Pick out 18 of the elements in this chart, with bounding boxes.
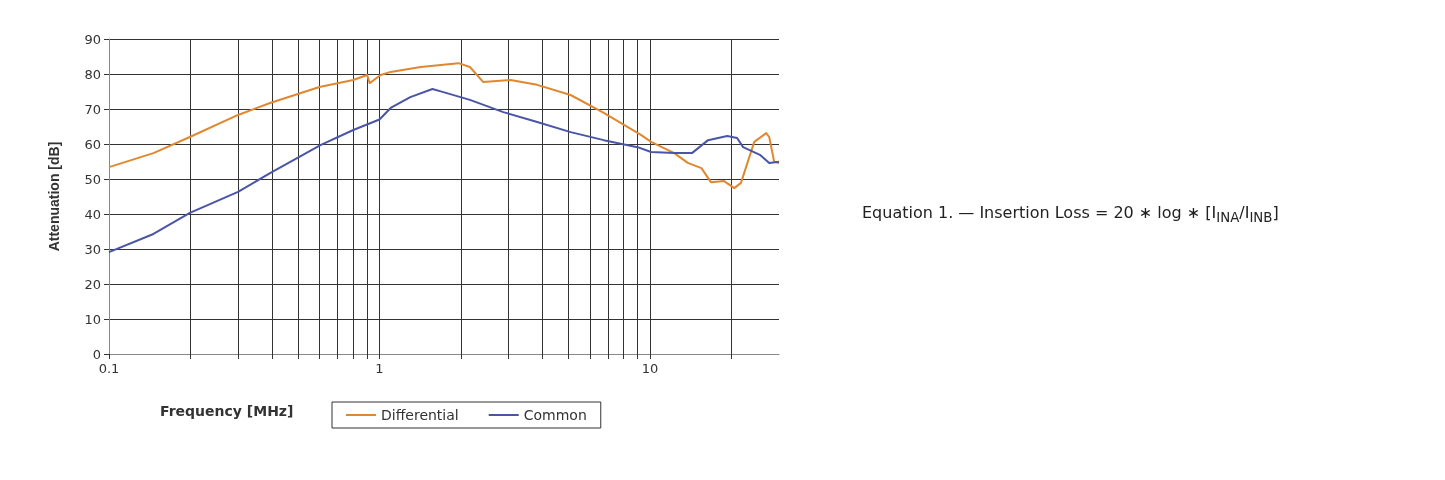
x-tick-label: 10 — [641, 361, 659, 376]
y-axis-title: Attenuation [dB] — [46, 141, 62, 252]
text: Equation 1. — Insertion Loss = 20 ∗ log ∗ [I$_{INA}$/I$_{INB}$] — [862, 203, 1279, 226]
y-tick-label: 0 — [92, 346, 101, 362]
x-axis-title: Frequency [MHz] — [160, 403, 294, 419]
legend-label: Differential — [381, 407, 459, 423]
y-tick-label: 70 — [84, 101, 101, 117]
y-tick-label: 50 — [84, 171, 101, 187]
y-tick-label: 60 — [84, 136, 101, 152]
y-tick-label: 80 — [84, 66, 101, 82]
y-tick-label: 20 — [84, 276, 101, 292]
x-tick-label: 0.1 — [98, 361, 120, 376]
legend-label: Common — [523, 407, 587, 423]
y-tick-label: 40 — [84, 206, 101, 222]
y-tick-label: 90 — [84, 31, 101, 47]
y-tick-label: 10 — [84, 311, 101, 327]
y-tick-label: 30 — [84, 241, 101, 257]
x-tick-label: 1 — [375, 361, 384, 376]
